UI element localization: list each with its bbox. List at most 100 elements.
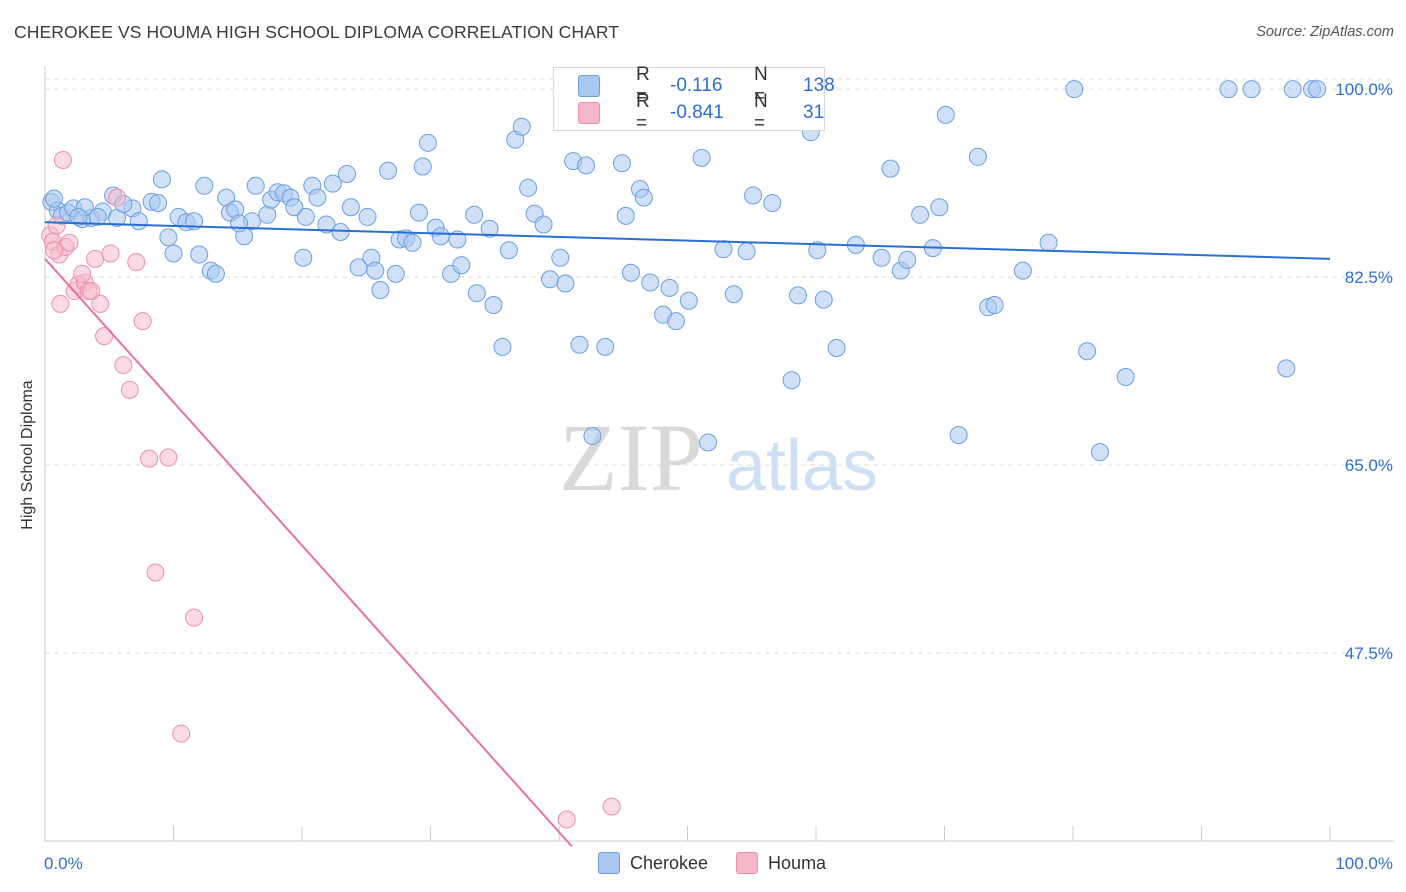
cherokee-point bbox=[358, 207, 377, 226]
axes bbox=[44, 66, 1394, 842]
houma-point bbox=[185, 608, 204, 627]
houma-point bbox=[51, 294, 70, 313]
cherokee-point bbox=[129, 212, 148, 231]
houma-point bbox=[172, 724, 191, 743]
watermark-zip: ZIP bbox=[559, 404, 703, 511]
legend-item-cherokee: Cherokee bbox=[598, 852, 708, 874]
legend-n-label: N = bbox=[754, 91, 768, 134]
cherokee-point bbox=[583, 427, 602, 446]
cherokee-point bbox=[285, 198, 304, 217]
cherokee-point bbox=[195, 176, 214, 195]
cherokee-point bbox=[1116, 367, 1135, 386]
cherokee-point bbox=[692, 148, 711, 167]
houma-point bbox=[73, 264, 92, 283]
series-legend: Cherokee Houma bbox=[598, 852, 854, 874]
cherokee-point bbox=[164, 244, 183, 263]
cherokee-point bbox=[1242, 80, 1261, 99]
cherokee-point bbox=[366, 261, 385, 280]
cherokee-point bbox=[699, 433, 718, 452]
cherokee-point bbox=[881, 159, 900, 178]
cherokee-point bbox=[480, 219, 499, 238]
cherokee-point bbox=[1283, 80, 1302, 99]
cherokee-point bbox=[949, 425, 968, 444]
houma-point bbox=[44, 241, 63, 260]
cherokee-point bbox=[308, 188, 327, 207]
cherokee-point bbox=[317, 215, 336, 234]
cherokee-point bbox=[556, 274, 575, 293]
houma-points bbox=[41, 151, 621, 829]
cherokee-point bbox=[452, 256, 471, 275]
cherokee-point bbox=[519, 178, 538, 197]
cherokee-point bbox=[1308, 80, 1327, 99]
cherokee-point bbox=[1277, 359, 1296, 378]
cherokee-point bbox=[541, 270, 560, 289]
cherokee-point bbox=[534, 215, 553, 234]
tick-labels: 100.0% 82.5% 65.0% 47.5% 0.0% 100.0% bbox=[44, 80, 1393, 873]
cherokee-point bbox=[936, 105, 955, 124]
y-tick-label: 65.0% bbox=[1345, 456, 1393, 475]
cherokee-point bbox=[409, 203, 428, 222]
cherokee-point bbox=[152, 170, 171, 189]
cherokee-point bbox=[737, 242, 756, 261]
cherokee-point bbox=[576, 156, 595, 175]
cherokee-point bbox=[789, 286, 808, 305]
houma-point bbox=[101, 244, 120, 263]
legend-n-value: 138 bbox=[803, 75, 835, 96]
y-tick-label: 100.0% bbox=[1335, 80, 1393, 99]
houma-point bbox=[91, 294, 110, 313]
cherokee-point bbox=[512, 117, 531, 136]
cherokee-point bbox=[827, 338, 846, 357]
cherokee-point bbox=[69, 207, 88, 226]
cherokee-point bbox=[88, 207, 107, 226]
houma-point bbox=[47, 216, 66, 235]
houma-point bbox=[133, 312, 152, 331]
legend-r-value: -0.116 bbox=[670, 75, 723, 96]
houma-point bbox=[127, 253, 146, 272]
x-tick-label: 0.0% bbox=[44, 854, 83, 873]
cherokee-point bbox=[431, 227, 450, 246]
gridlines bbox=[45, 78, 1394, 654]
y-axis-label: High School Diploma bbox=[19, 380, 36, 530]
cherokee-point bbox=[465, 205, 484, 224]
y-tick-label: 47.5% bbox=[1345, 644, 1393, 663]
legend-r-label: R = bbox=[636, 91, 650, 134]
houma-point bbox=[140, 449, 159, 468]
cherokee-point bbox=[930, 198, 949, 217]
y-tick-label: 82.5% bbox=[1345, 268, 1393, 287]
trend-lines bbox=[44, 221, 1331, 848]
legend-row-cherokee: R = -0.116 N = 138 bbox=[578, 64, 835, 107]
houma-point bbox=[159, 448, 178, 467]
legend-row-houma: R = -0.841 N = 31 bbox=[578, 91, 824, 134]
cherokee-point bbox=[808, 241, 827, 260]
cherokee-point bbox=[1090, 443, 1109, 462]
houma-point bbox=[107, 188, 126, 207]
cherokee-point bbox=[782, 371, 801, 390]
cherokee-point bbox=[714, 240, 733, 259]
cherokee-point bbox=[190, 245, 209, 264]
cherokee-point bbox=[1013, 261, 1032, 280]
cherokee-point bbox=[1078, 342, 1097, 361]
cherokee-swatch bbox=[578, 75, 600, 97]
legend-item-houma: Houma bbox=[736, 852, 826, 874]
cherokee-point bbox=[814, 290, 833, 309]
cherokee-point bbox=[44, 189, 63, 208]
x-tick-label: 100.0% bbox=[1335, 854, 1393, 873]
cherokee-point bbox=[1039, 233, 1058, 252]
cherokee-point bbox=[484, 296, 503, 315]
cherokee-point bbox=[872, 248, 891, 267]
cherokee-point bbox=[968, 147, 987, 166]
cherokee-point bbox=[898, 250, 917, 269]
houma-point bbox=[557, 810, 576, 829]
chart-title: CHEROKEE VS HOUMA HIGH SCHOOL DIPLOMA CO… bbox=[14, 22, 620, 42]
cherokee-point bbox=[403, 233, 422, 252]
cherokee-point bbox=[616, 206, 635, 225]
cherokee-point bbox=[386, 264, 405, 283]
houma-point bbox=[120, 380, 139, 399]
cherokee-point bbox=[258, 205, 277, 224]
watermark: ZIP atlas bbox=[559, 404, 878, 511]
cherokee-swatch bbox=[598, 852, 620, 874]
cherokee-point bbox=[418, 133, 437, 152]
cherokee-point bbox=[341, 198, 360, 217]
legend-r-value: -0.841 bbox=[670, 102, 724, 123]
